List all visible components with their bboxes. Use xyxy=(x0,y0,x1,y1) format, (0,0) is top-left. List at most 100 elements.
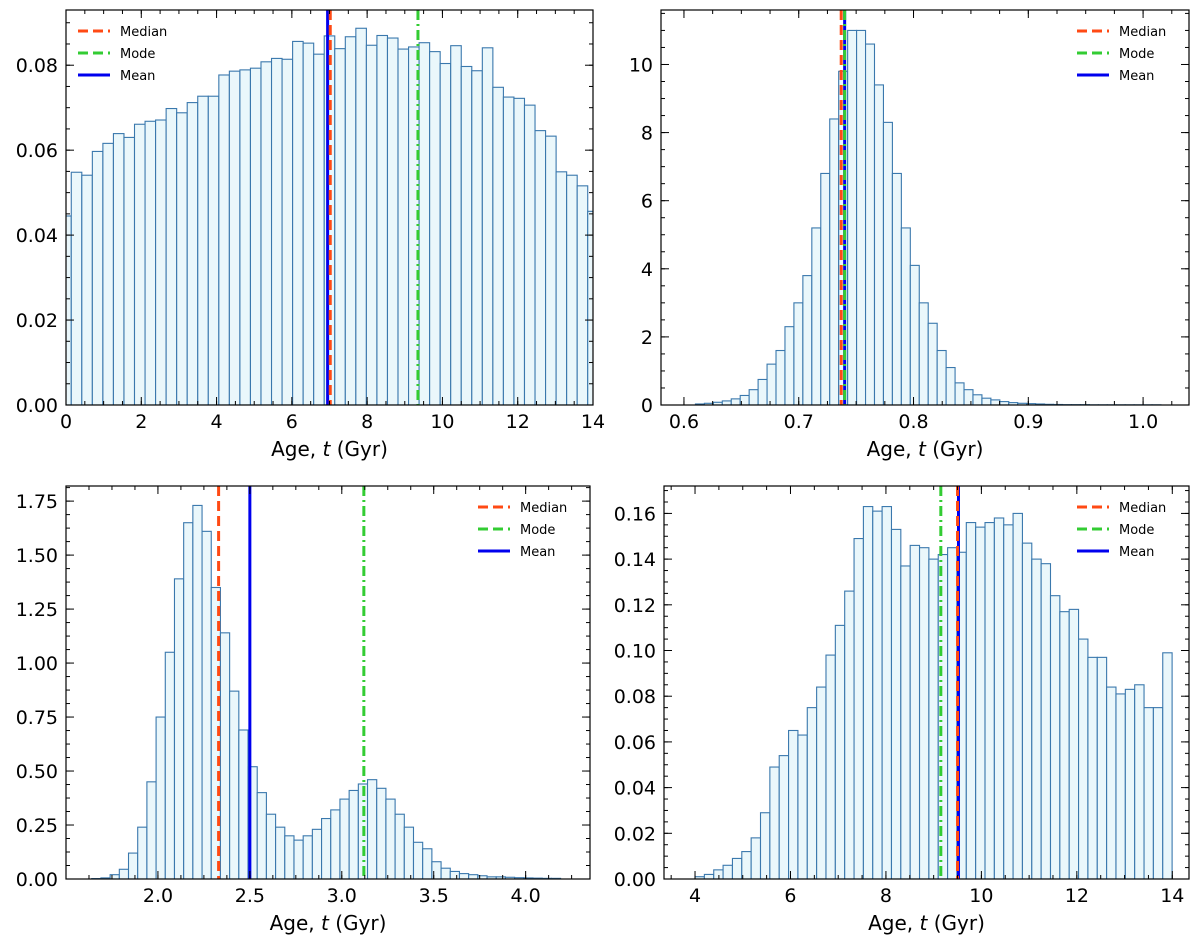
y-tick-label: 1.50 xyxy=(16,545,58,567)
histogram-bar xyxy=(882,121,893,405)
histogram-bar xyxy=(260,61,273,405)
histogram-bar xyxy=(321,817,332,879)
histogram-bar xyxy=(523,104,536,405)
histogram-bar xyxy=(598,241,609,405)
panel-2: 0.6 0.7 0.8 0.9 1.0 0 2 4 6 8 10 Age, t (Gyr) Median… xyxy=(629,9,1190,461)
panel-2-frame xyxy=(660,9,1190,406)
histogram-bar xyxy=(1059,611,1070,879)
histogram-bar xyxy=(731,857,743,879)
histogram-bar xyxy=(239,69,252,405)
histogram-bar xyxy=(385,798,396,879)
legend: Median Mode Mean xyxy=(1077,501,1166,560)
histogram-bar xyxy=(292,40,304,405)
histogram-bar xyxy=(811,227,822,405)
x-tick-label: 12 xyxy=(1065,885,1089,907)
y-tick-label: 0.12 xyxy=(614,595,656,617)
histogram-bar xyxy=(146,781,157,879)
histogram-bar xyxy=(394,813,405,879)
histogram-bar xyxy=(1124,688,1136,879)
x-tick-label: 4 xyxy=(689,885,701,907)
histogram-bar xyxy=(993,517,1005,879)
histogram-bar xyxy=(1143,707,1154,879)
histogram-bar xyxy=(778,755,790,879)
histogram-bar xyxy=(576,185,589,405)
histogram-bar xyxy=(757,378,768,405)
histogram-bar xyxy=(873,84,884,405)
panel-3-frame xyxy=(65,485,591,880)
legend: Median Mode Mean xyxy=(478,501,567,560)
histogram-bar xyxy=(844,590,855,879)
y-tick-label: 10 xyxy=(629,54,653,76)
histogram-bar xyxy=(207,95,220,405)
histogram-bar xyxy=(365,44,378,405)
x-axis-label-part: t xyxy=(323,437,332,461)
histogram-bar xyxy=(900,227,911,405)
x-tick-label: 4 xyxy=(211,411,223,433)
x-tick-label: 0 xyxy=(60,411,72,433)
histogram-bar xyxy=(1134,684,1145,879)
legend: Median Mode Mean xyxy=(1077,25,1166,84)
legend-median-label: Median xyxy=(1119,501,1166,516)
histogram-bar xyxy=(766,363,777,405)
panel-4-bars xyxy=(694,506,1173,879)
x-tick-label: 0.8 xyxy=(898,411,928,433)
histogram-bar xyxy=(376,787,387,879)
histogram-bar xyxy=(219,632,231,879)
histogram-bar xyxy=(502,96,515,405)
histogram-bar xyxy=(881,506,893,879)
histogram-bar xyxy=(238,729,249,879)
histogram-bar xyxy=(228,70,241,405)
histogram-bar xyxy=(366,779,378,879)
histogram-bar xyxy=(1152,707,1164,879)
histogram-bar xyxy=(945,366,956,405)
histogram-bar xyxy=(348,789,359,879)
histogram-bar xyxy=(344,36,357,405)
x-tick-label: 0.7 xyxy=(784,411,814,433)
histogram-bar xyxy=(891,172,902,405)
histogram-bar xyxy=(909,264,920,405)
histogram-bar xyxy=(355,27,367,405)
histogram-bar xyxy=(730,398,741,405)
histogram-bar xyxy=(165,107,178,405)
histogram-bar xyxy=(183,522,194,879)
panel-4: 4 6 8 10 12 14 0.00 0.02 0.04 0.06 0.08 0.10 0.12 0.1… xyxy=(614,485,1190,935)
histogram-bar xyxy=(281,58,294,405)
histogram-bar xyxy=(741,851,752,879)
panel-3-bars xyxy=(91,504,562,879)
histogram-bar xyxy=(403,826,415,879)
y-tick-label: 0.04 xyxy=(614,778,656,800)
y-tick-label: 0.08 xyxy=(614,686,656,708)
histogram-bar xyxy=(1106,686,1117,879)
histogram-bar xyxy=(460,65,473,405)
histogram-bar xyxy=(313,53,325,405)
x-axis-label: Age, t (Gyr) xyxy=(868,911,985,935)
x-axis-label: Age, t (Gyr) xyxy=(270,911,387,935)
histogram-bar xyxy=(927,322,938,405)
histogram-bar xyxy=(112,133,125,405)
histogram-bar xyxy=(825,654,836,879)
histogram-bar xyxy=(155,119,167,405)
histogram-bar xyxy=(249,67,262,405)
histogram-bar xyxy=(965,522,977,879)
x-axis-label-part: Age, xyxy=(270,911,321,935)
x-axis-label-part: (Gyr) xyxy=(329,911,387,935)
x-tick-label: 1.0 xyxy=(1128,411,1158,433)
x-tick-label: 2.5 xyxy=(235,885,265,907)
histogram-bar xyxy=(197,95,209,405)
x-axis-label-part: Age, xyxy=(867,437,918,461)
y-tick-label: 0.04 xyxy=(16,225,58,247)
y-tick-label: 0.00 xyxy=(614,869,656,891)
histogram-bar xyxy=(1096,656,1108,879)
histogram-bar xyxy=(376,34,389,405)
histogram-bar xyxy=(566,174,578,405)
histogram-bar xyxy=(173,578,185,879)
histogram-bar xyxy=(984,522,995,879)
histogram-bar xyxy=(864,43,876,405)
y-tick-label: 0 xyxy=(641,395,653,417)
y-tick-label: 0.75 xyxy=(16,707,58,729)
histogram-bar xyxy=(872,510,883,879)
histogram-bar xyxy=(102,142,114,405)
histogram-bar xyxy=(458,873,470,879)
histogram-bar xyxy=(418,42,431,405)
